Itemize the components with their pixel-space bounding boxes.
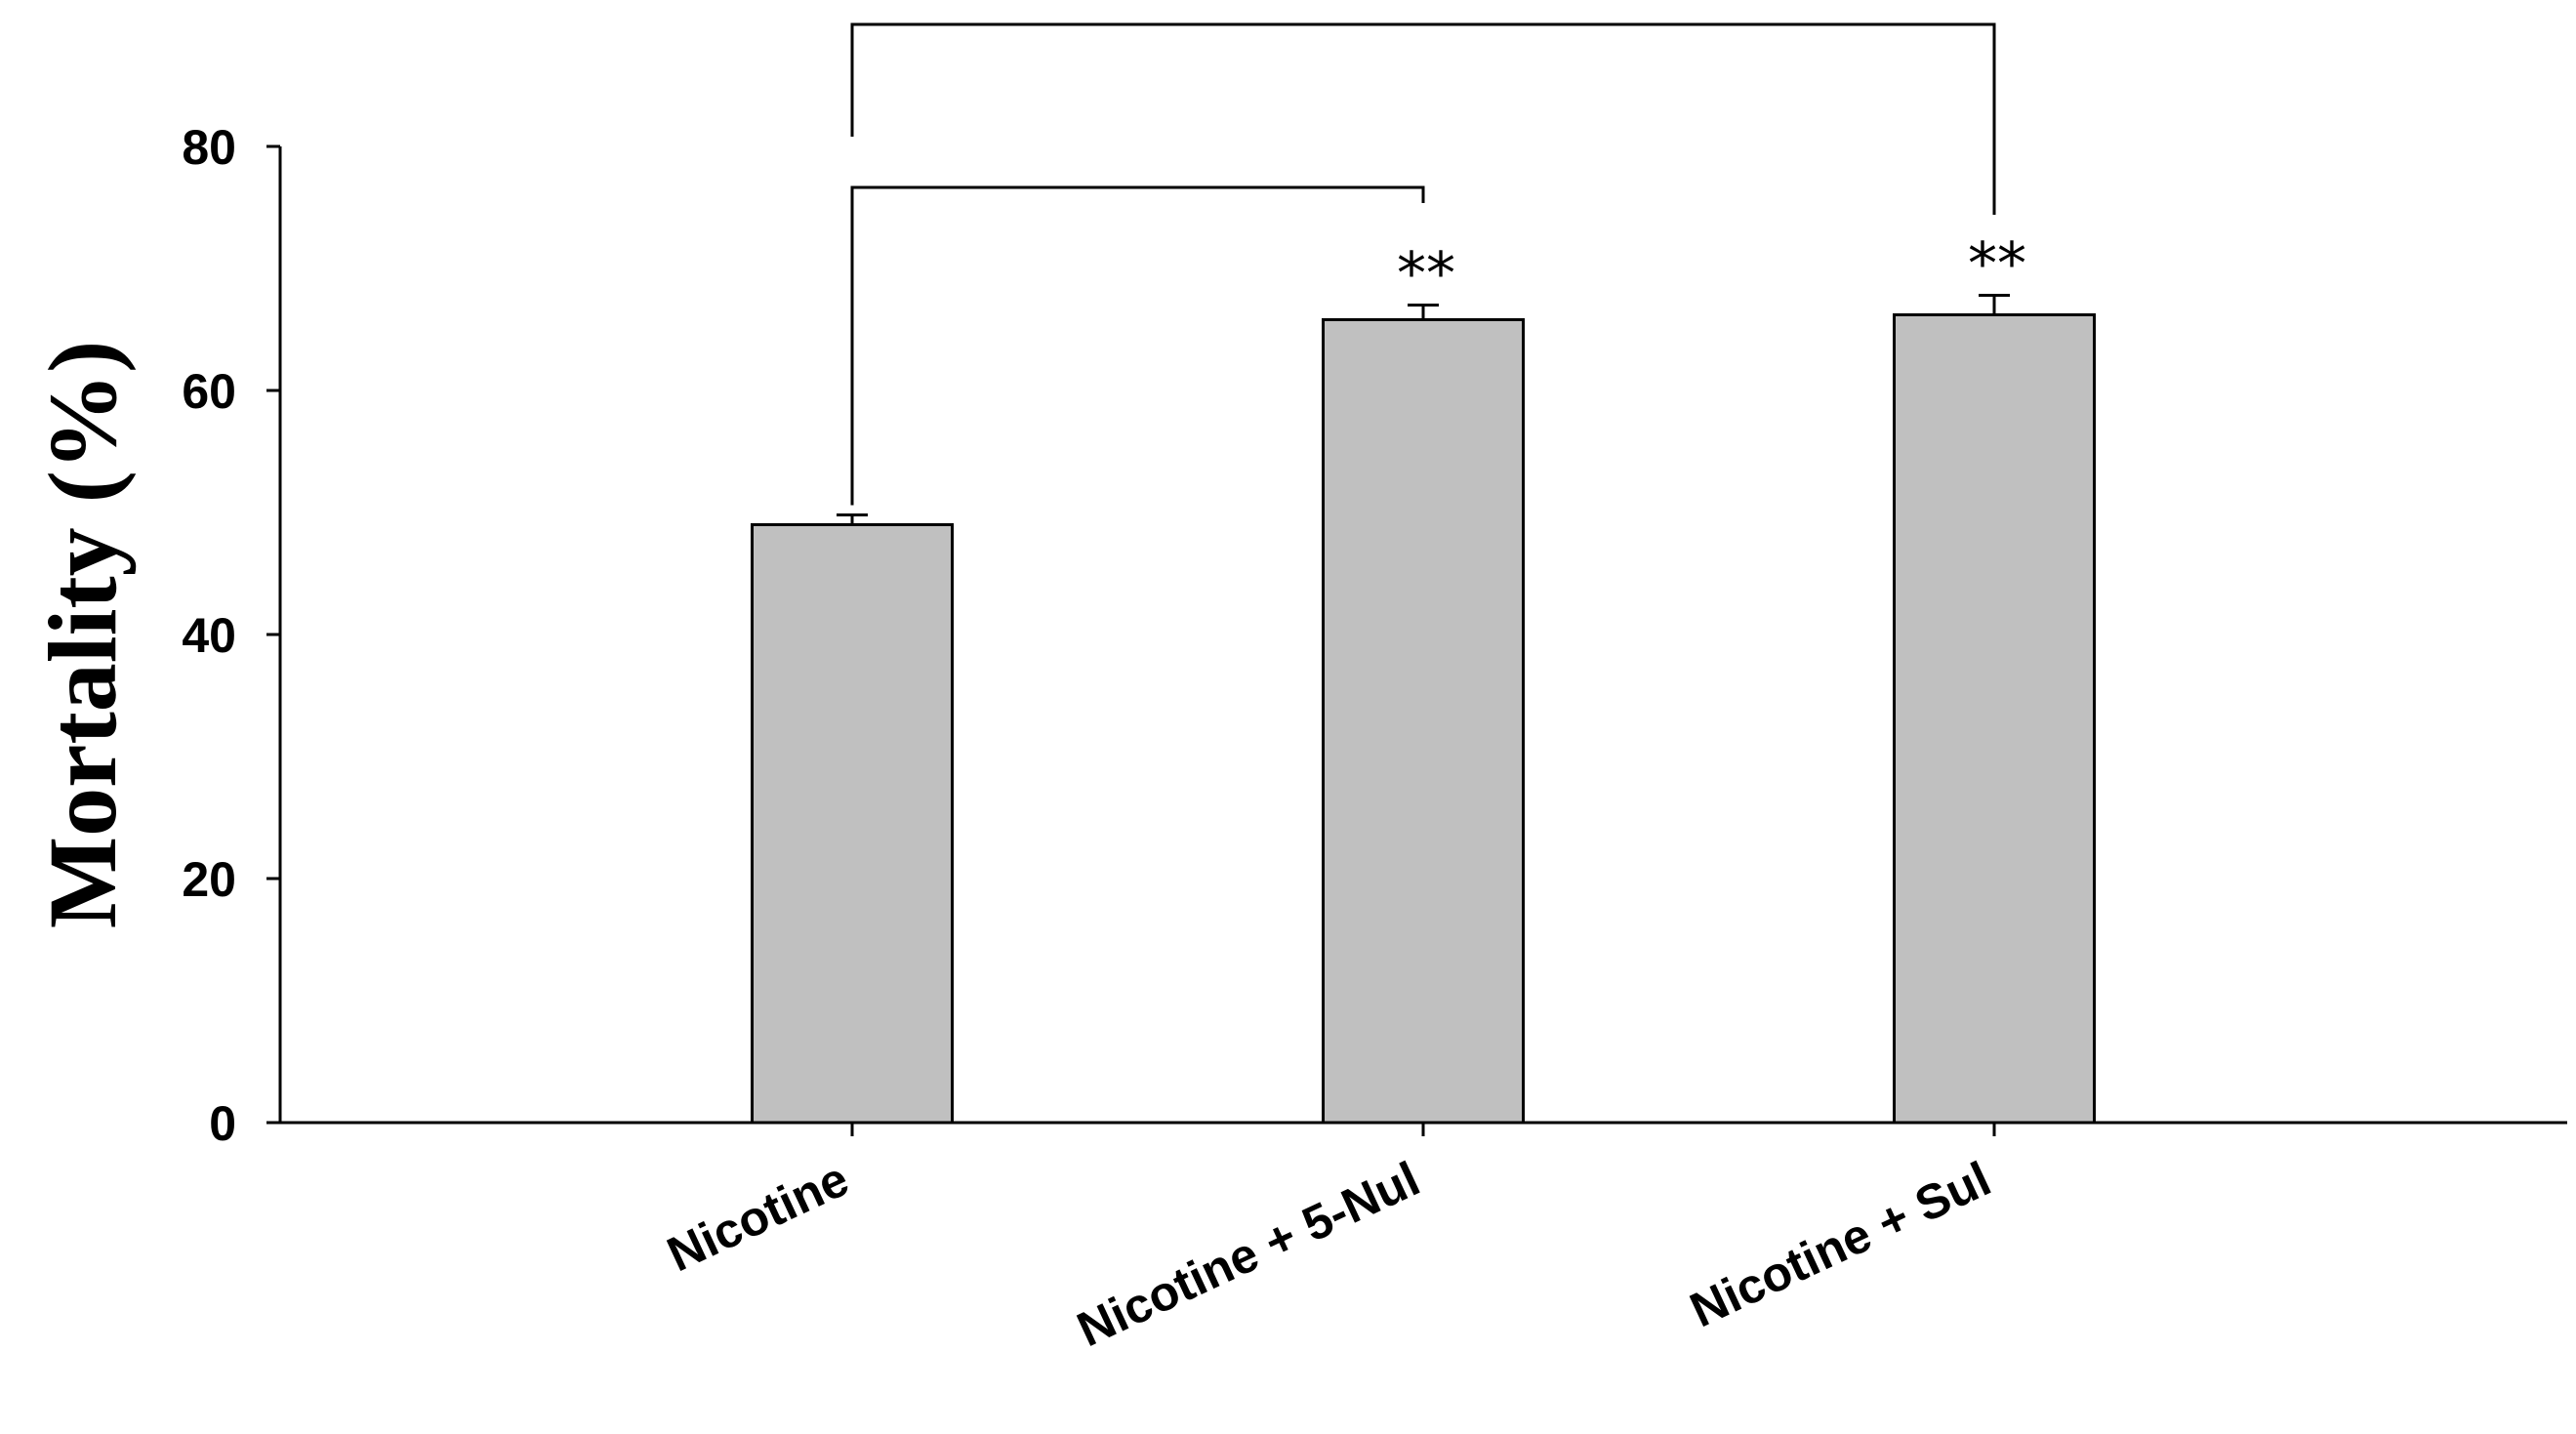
- significance-bracket: [850, 185, 1425, 506]
- y-tick-label: 80: [182, 120, 236, 175]
- x-tick-label: Nicotine + 5-Nul: [1069, 1151, 1427, 1357]
- x-tick-label: Nicotine + Sul: [1682, 1151, 1999, 1337]
- bar: [1322, 318, 1525, 1125]
- significance-label: **: [1968, 230, 2026, 299]
- bar: [751, 523, 954, 1125]
- x-tick-label: Nicotine: [659, 1151, 856, 1282]
- significance-bracket: [850, 22, 1996, 215]
- y-tick-label: 0: [209, 1096, 236, 1151]
- y-tick-label: 20: [182, 852, 236, 907]
- bar: [1893, 313, 2096, 1125]
- y-axis-label: Mortality (%): [28, 341, 137, 929]
- significance-brackets: ** **: [850, 22, 2026, 506]
- y-tick-label: 40: [182, 608, 236, 663]
- significance-label: **: [1397, 240, 1455, 308]
- bars: [751, 294, 2096, 1125]
- y-tick-label: 60: [182, 364, 236, 419]
